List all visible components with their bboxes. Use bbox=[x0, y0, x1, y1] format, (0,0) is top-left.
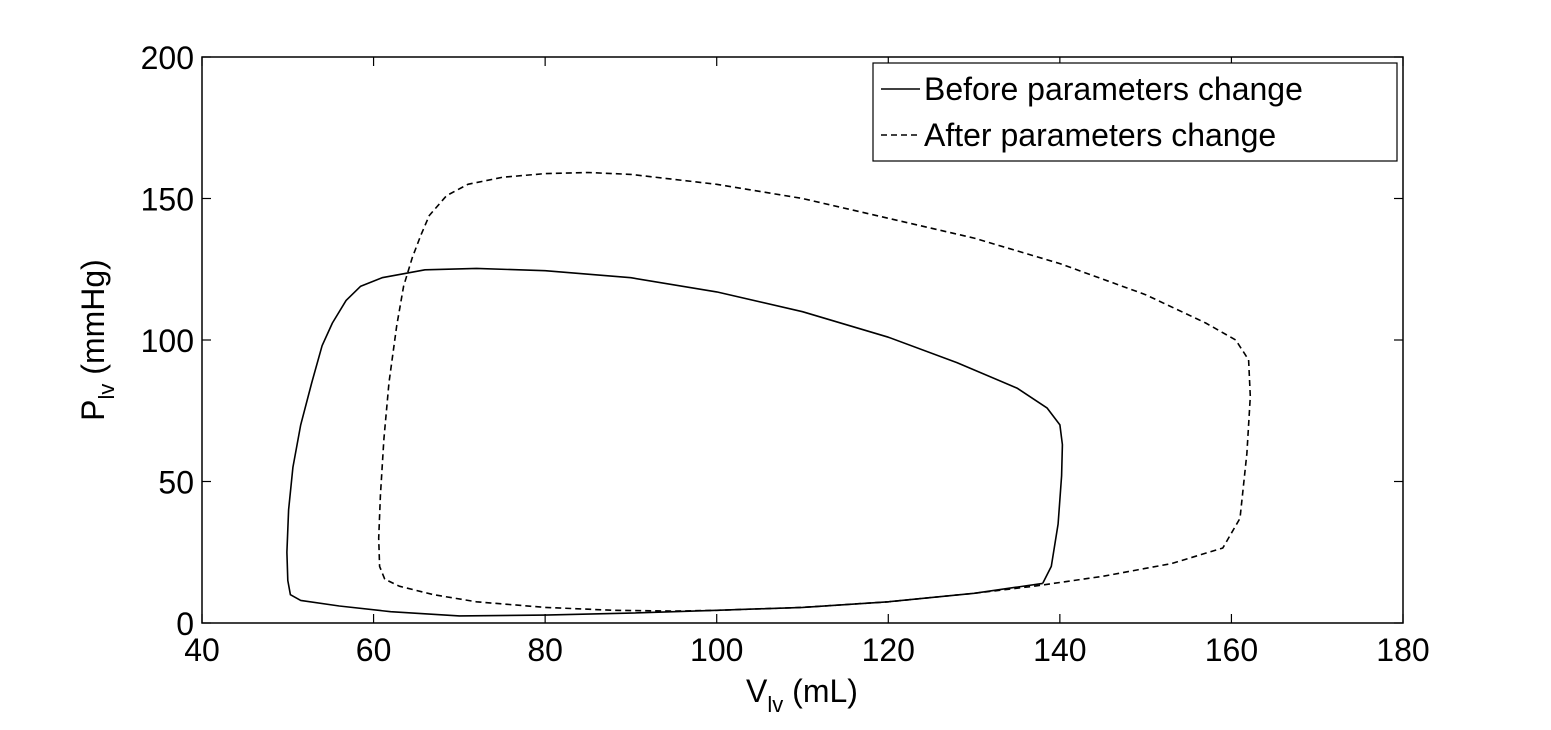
y-tick-label: 100 bbox=[141, 323, 194, 359]
x-tick-label: 120 bbox=[862, 632, 915, 668]
legend-label-before: Before parameters change bbox=[924, 71, 1303, 107]
x-tick-label: 60 bbox=[356, 632, 392, 668]
series-line-before bbox=[286, 267, 1064, 617]
tick-labels: 40 60 80 100 120 140 160 180 0 50 100 150 200 bbox=[141, 40, 1430, 668]
x-tick-label: 40 bbox=[184, 632, 220, 668]
series-line-after bbox=[377, 171, 1252, 612]
y-tick-label: 150 bbox=[141, 182, 194, 218]
x-tick-label: 100 bbox=[690, 632, 743, 668]
x-tick-label: 140 bbox=[1033, 632, 1086, 668]
y-tick-label: 50 bbox=[158, 465, 194, 501]
series-layer bbox=[286, 171, 1252, 617]
y-tick-label: 0 bbox=[176, 606, 194, 642]
x-tick-label: 160 bbox=[1205, 632, 1258, 668]
legend-label-after: After parameters change bbox=[924, 117, 1276, 153]
x-tick-label: 180 bbox=[1376, 632, 1429, 668]
x-axis-label: Vlv (mL) bbox=[746, 673, 858, 717]
y-tick-label: 200 bbox=[141, 40, 194, 76]
axis-ticks bbox=[201, 56, 1404, 624]
legend-box bbox=[872, 62, 1398, 162]
y-axis-label: Plv (mmHg) bbox=[75, 259, 119, 421]
legend: Before parameters change After parameter… bbox=[872, 62, 1398, 162]
x-tick-label: 80 bbox=[527, 632, 563, 668]
